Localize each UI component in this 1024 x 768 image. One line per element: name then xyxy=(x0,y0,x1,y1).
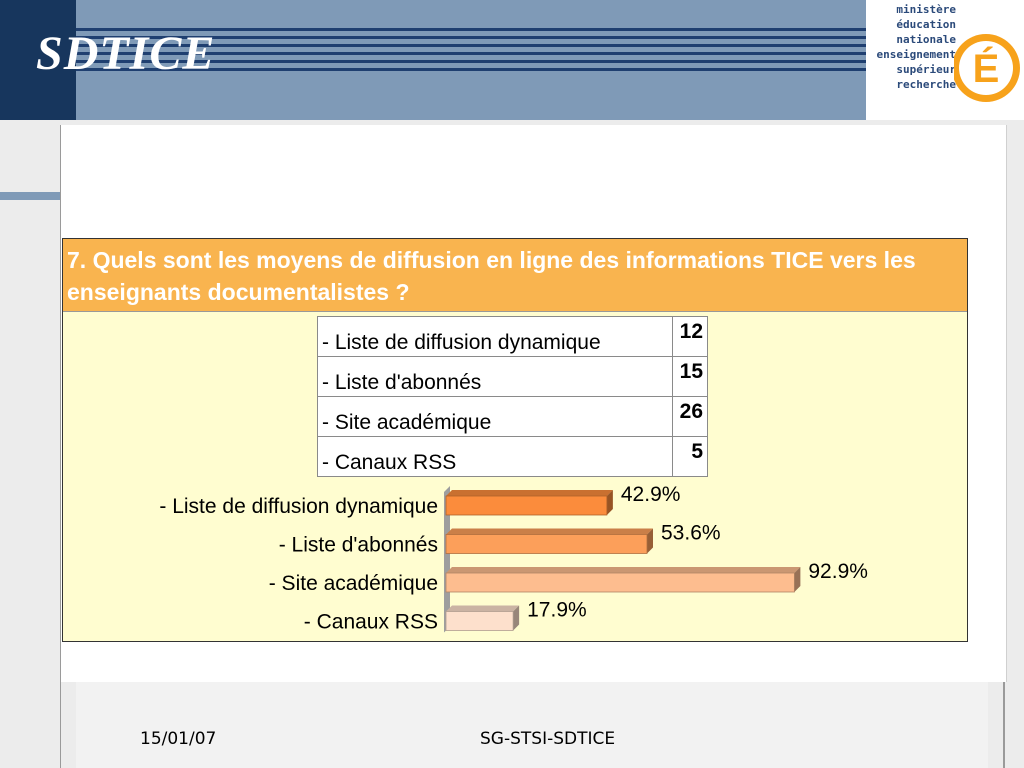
header-title: SDTICE xyxy=(36,27,216,80)
data-label: 42.9% xyxy=(621,483,681,506)
bar-top-face xyxy=(446,528,653,535)
logo-line: supérieur xyxy=(896,63,956,76)
table-row: - Canaux RSS 5 xyxy=(317,436,708,477)
bar xyxy=(445,611,514,631)
logo-line: recherche xyxy=(896,78,956,91)
table-cell-label: - Liste de diffusion dynamique xyxy=(317,316,673,357)
category-label: - Liste d'abonnés xyxy=(279,534,438,557)
question-title: 7. Quels sont les moyens de diffusion en… xyxy=(67,247,916,305)
bar-side-face xyxy=(647,528,653,554)
bar-side-face xyxy=(513,605,520,631)
table-cell-value: 12 xyxy=(672,316,708,357)
table-cell-value: 15 xyxy=(672,356,708,397)
axis-wall xyxy=(444,486,450,633)
bar-side-face xyxy=(794,567,801,592)
table-cell-value: 26 xyxy=(672,396,708,437)
table-cell-label: - Canaux RSS xyxy=(317,436,673,477)
ministry-e-logo-icon: É xyxy=(954,34,1020,102)
header-band: SDTICE ministère éducation nationale enseig… xyxy=(0,0,1024,120)
footer-line-right xyxy=(1003,682,1005,768)
category-label: - Canaux RSS xyxy=(304,611,438,634)
bar-top-face xyxy=(446,605,520,612)
footer-frame xyxy=(60,682,1005,768)
question-header: 7. Quels sont les moyens de diffusion en… xyxy=(63,239,967,312)
logo-line: nationale xyxy=(896,33,956,46)
category-label: - Site académique xyxy=(269,572,438,595)
table-cell-value: 5 xyxy=(672,436,708,477)
data-label: 92.9% xyxy=(808,560,868,583)
data-label: 53.6% xyxy=(661,522,721,545)
footer-date: 15/01/07 xyxy=(140,729,217,749)
header-dark-block xyxy=(0,0,76,120)
footer-line-left xyxy=(60,682,61,768)
footer-background xyxy=(76,682,988,768)
table-row: - Site académique 26 xyxy=(317,396,708,437)
ministry-logo: ministère éducation nationale enseignement s… xyxy=(866,0,1024,120)
bar-chart: - Liste de diffusion dynamique 42.9% - Lis… xyxy=(159,483,868,634)
logo-line: ministère xyxy=(896,3,956,16)
footer-label: SG-STSI-SDTICE xyxy=(480,729,616,749)
table-row: - Liste de diffusion dynamique 12 xyxy=(317,316,708,357)
bar-side-face xyxy=(606,490,613,515)
logo-line: éducation xyxy=(896,18,956,31)
bar-top-face xyxy=(446,490,613,496)
data-label: 17.9% xyxy=(527,599,587,622)
table-row: - Liste d'abonnés 15 xyxy=(317,356,708,397)
category-label: - Liste de diffusion dynamique xyxy=(159,495,438,518)
logo-text: ministère éducation nationale enseignement s… xyxy=(877,2,956,92)
results-table: - Liste de diffusion dynamique 12 - List… xyxy=(317,316,708,477)
logo-line: enseignement xyxy=(876,48,956,61)
bar-top-face xyxy=(446,567,801,573)
bar xyxy=(445,495,608,516)
bar xyxy=(445,572,795,593)
bar xyxy=(445,534,648,554)
table-cell-label: - Liste d'abonnés xyxy=(317,356,673,397)
table-cell-label: - Site académique xyxy=(317,396,673,437)
header-stripes xyxy=(76,28,866,74)
logo-mark: É xyxy=(973,46,1000,91)
left-accent-bar xyxy=(0,192,60,200)
